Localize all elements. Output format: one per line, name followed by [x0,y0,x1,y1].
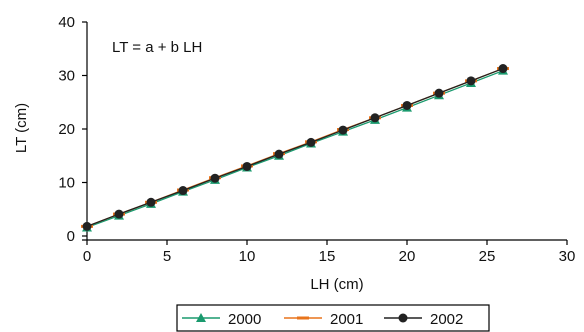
x-axis-label: LH (cm) [310,276,363,293]
y-tick-label: 20 [58,121,75,138]
y-tick-label: 40 [58,14,75,31]
legend-box [176,304,490,332]
data-point-2002 [306,137,316,147]
x-tick-label: 25 [479,248,496,265]
x-tick-label: 5 [163,248,171,265]
legend-label-2001: 2001 [330,311,363,328]
data-point-2002 [338,125,348,135]
legend-item-2000: 2000 [182,311,261,328]
data-point-2002 [370,113,380,123]
series-line-2002 [86,67,504,227]
data-point-2002 [178,186,188,196]
legend-label-2002: 2002 [430,311,463,328]
legend-label-2000: 2000 [228,311,261,328]
data-point-2002 [114,209,124,219]
equation-annotation: LT = a + b LH [112,39,202,56]
data-point-2002 [466,76,476,86]
y-tick-label: 0 [67,228,75,245]
data-point-2002 [242,161,252,171]
data-point-2002 [146,197,156,207]
x-tick-label: 15 [319,248,336,265]
data-point-2002 [210,173,220,183]
axes: 0 10 20 30 40 0 5 10 15 20 25 30 [58,14,575,265]
legend-items: 2000 2001 2002 [182,311,463,328]
legend-marker-2000 [196,313,206,322]
x-tick-label: 30 [559,248,576,265]
series-layer [81,64,509,232]
y-tick-label: 10 [58,175,75,192]
data-point-2002 [434,88,444,98]
data-point-2002 [402,100,412,110]
data-point-2002 [274,149,284,159]
x-tick-label: 0 [83,248,91,265]
legend-marker-2002 [398,313,408,323]
x-tick-label: 20 [399,248,416,265]
y-axis-label: LT (cm) [13,103,30,153]
data-point-2002 [498,64,508,74]
y-tick-label: 30 [58,68,75,85]
legend-marker-2001 [297,316,309,320]
legend-item-2002: 2002 [384,311,463,328]
legend-item-2001: 2001 [284,311,363,328]
series-2002 [82,64,508,231]
x-tick-label: 10 [239,248,256,265]
legend: 2000 2001 2002 [176,304,490,332]
data-point-2002 [82,221,92,231]
